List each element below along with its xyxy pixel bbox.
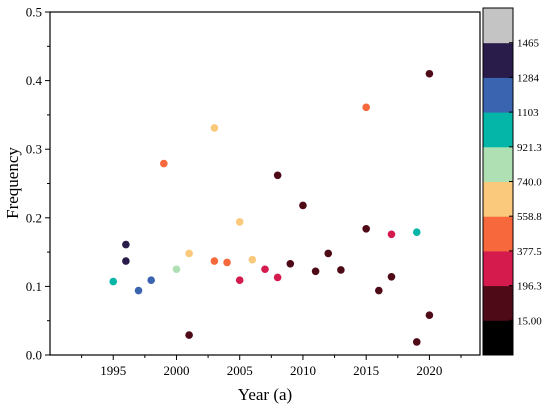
data-point: [210, 124, 219, 132]
y-tick-label: 0.4: [26, 73, 43, 88]
colorbar-label: 740.0: [517, 177, 542, 189]
data-point: [362, 224, 370, 233]
data-point: [425, 69, 434, 78]
data-point: [210, 257, 219, 265]
data-points: [109, 69, 434, 346]
colorbar-segment: [483, 112, 513, 148]
x-tick-label: 2000: [163, 363, 189, 378]
y-tick-label: 0.1: [26, 279, 42, 294]
x-tick-label: 1995: [100, 363, 126, 378]
data-point: [185, 249, 193, 258]
data-point: [375, 286, 383, 295]
x-axis: 1995 2000 2005 2010 2015 2020: [81, 355, 462, 378]
data-point: [425, 311, 434, 320]
data-point: [337, 266, 345, 274]
y-tick-label: 0.5: [26, 5, 42, 20]
data-point: [412, 338, 421, 346]
data-point: [160, 159, 168, 168]
data-point: [147, 276, 155, 285]
data-point: [286, 259, 295, 268]
colorbar: 15.00 196.3 377.5 558.8 740.0 921.3 1103 1284 14…: [482, 7, 542, 356]
y-tick-label: 0.0: [26, 348, 42, 363]
data-point: [109, 277, 118, 286]
data-point: [235, 218, 244, 226]
data-point: [387, 230, 396, 239]
data-point: [362, 103, 370, 112]
data-point: [299, 201, 307, 210]
data-point: [273, 171, 282, 180]
x-tick-label: 2020: [416, 363, 442, 378]
colorbar-segment: [483, 285, 513, 321]
x-tick-label: 2005: [227, 363, 253, 378]
data-point: [134, 286, 143, 295]
colorbar-label: 1284: [517, 72, 540, 84]
plot-area: [49, 11, 481, 356]
data-point: [185, 331, 193, 339]
data-point: [172, 265, 181, 274]
data-point: [324, 249, 333, 258]
colorbar-segment: [483, 42, 513, 78]
colorbar-segment: [483, 181, 513, 217]
colorbar-segment: [483, 77, 513, 113]
y-tick-label: 0.3: [26, 142, 42, 157]
y-axis: 0.0 0.1 0.2 0.3 0.4 0.5: [26, 5, 50, 363]
data-point: [387, 272, 396, 281]
data-point: [261, 265, 269, 274]
data-point: [311, 267, 320, 276]
data-point: [122, 257, 130, 265]
x-tick-label: 2010: [290, 363, 316, 378]
colorbar-segment: [483, 320, 513, 356]
data-point: [273, 273, 282, 282]
colorbar-label: 196.3: [517, 281, 542, 293]
x-tick-label: 2015: [353, 363, 379, 378]
colorbar-segment: [483, 8, 513, 44]
colorbar-label: 377.5: [517, 246, 542, 258]
colorbar-label: 1103: [517, 107, 539, 119]
colorbar-label: 1465: [517, 38, 540, 50]
data-point: [223, 258, 231, 267]
colorbar-segment: [483, 250, 513, 287]
y-tick-label: 0.2: [26, 210, 42, 225]
data-point: [248, 255, 257, 264]
data-point: [235, 276, 244, 285]
data-point: [412, 228, 421, 237]
x-axis-label: Year (a): [238, 385, 292, 404]
colorbar-segment: [483, 146, 513, 182]
colorbar-label: 15.00: [517, 315, 542, 327]
colorbar-label: 921.3: [517, 142, 542, 154]
y-axis-label: Frequency: [3, 147, 22, 219]
colorbar-segment: [483, 216, 513, 252]
colorbar-label: 558.8: [517, 211, 542, 223]
data-point: [122, 240, 130, 249]
